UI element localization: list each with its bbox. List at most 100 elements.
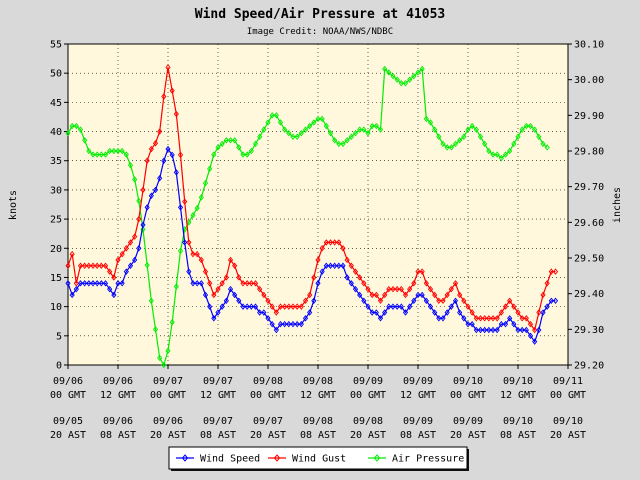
x-tick-label: 20 AST <box>550 430 586 441</box>
data-point <box>336 239 342 246</box>
data-point <box>394 285 400 293</box>
data-point <box>211 291 217 299</box>
data-point <box>498 309 504 316</box>
x-tick-label: 08 AST <box>300 430 336 441</box>
data-point <box>111 274 117 281</box>
data-point <box>119 280 125 287</box>
data-point <box>223 274 229 281</box>
data-point <box>294 133 300 140</box>
data-point <box>94 151 100 158</box>
data-point <box>277 320 284 328</box>
data-point <box>73 122 79 130</box>
data-point <box>77 126 84 133</box>
data-point <box>402 291 409 299</box>
data-point <box>473 326 479 334</box>
data-point <box>402 80 409 87</box>
data-point <box>432 291 438 299</box>
data-point <box>377 297 384 305</box>
data-point <box>502 320 509 328</box>
data-point <box>444 144 450 151</box>
left-tick-label: 30 <box>50 185 62 196</box>
data-point <box>523 315 529 322</box>
x-tick-label: 00 GMT <box>550 390 586 401</box>
data-point <box>319 245 325 252</box>
data-point <box>290 303 296 310</box>
data-point <box>82 262 88 270</box>
data-point <box>415 291 421 299</box>
right-tick-label: 29.90 <box>574 111 604 122</box>
data-point <box>182 198 188 205</box>
data-point <box>515 326 521 334</box>
data-point <box>152 139 159 147</box>
data-point <box>136 215 142 223</box>
data-point <box>261 309 267 316</box>
data-point <box>244 303 250 310</box>
data-point <box>211 315 217 322</box>
data-point <box>123 268 129 275</box>
data-point <box>490 315 496 322</box>
data-point <box>232 291 238 299</box>
data-point <box>169 151 175 159</box>
data-point <box>282 303 288 310</box>
data-point <box>286 303 292 310</box>
x-tick-label: 12 GMT <box>300 390 336 401</box>
data-point <box>257 133 263 140</box>
data-point <box>69 122 75 130</box>
data-point <box>294 320 300 328</box>
x-tick-label: 09/08 <box>303 376 333 387</box>
x-tick-label: 00 GMT <box>150 390 186 401</box>
data-point <box>423 297 429 305</box>
data-point <box>532 326 538 334</box>
x-tick-label: 09/07 <box>253 416 283 427</box>
data-point <box>161 157 167 164</box>
left-tick-label: 50 <box>50 69 62 80</box>
data-point <box>415 268 421 275</box>
data-point <box>423 280 429 287</box>
x-tick-label: 08 AST <box>100 430 136 441</box>
data-point <box>548 297 554 305</box>
data-point <box>419 291 425 299</box>
x-tick-label: 20 AST <box>50 430 86 441</box>
data-point <box>448 144 454 151</box>
data-point <box>111 291 117 299</box>
data-point <box>544 144 550 151</box>
data-point <box>273 309 279 316</box>
data-point <box>161 361 167 369</box>
data-point <box>207 280 213 287</box>
data-point <box>98 280 104 287</box>
data-point <box>123 151 129 158</box>
data-point <box>82 137 88 144</box>
data-point <box>327 129 334 137</box>
data-point <box>361 126 367 133</box>
data-point <box>486 315 492 322</box>
data-point <box>440 140 446 148</box>
data-point <box>265 119 271 126</box>
chart-title: Wind Speed/Air Pressure at 41053 <box>195 7 445 22</box>
data-point <box>336 140 342 148</box>
legend-marker <box>273 454 281 462</box>
data-point <box>540 309 546 316</box>
x-tick-label: 00 GMT <box>350 390 386 401</box>
data-point <box>127 262 134 270</box>
data-point <box>515 309 521 316</box>
data-point <box>323 122 329 130</box>
data-point <box>527 122 534 130</box>
data-point <box>394 76 400 83</box>
data-point <box>265 297 271 305</box>
x-tick-label: 08 AST <box>200 430 236 441</box>
data-point <box>369 291 375 299</box>
data-point <box>390 303 396 310</box>
x-tick-label: 09/10 <box>503 376 533 387</box>
data-point <box>461 297 467 305</box>
data-point <box>369 309 375 316</box>
data-point <box>115 256 121 264</box>
data-point <box>102 280 109 287</box>
data-point <box>202 179 209 187</box>
data-point <box>407 303 413 310</box>
x-tick-label: 09/09 <box>403 376 433 387</box>
data-point <box>82 280 88 287</box>
data-point <box>173 283 179 290</box>
data-point <box>190 280 196 287</box>
data-point <box>452 297 459 305</box>
data-point <box>227 256 234 264</box>
